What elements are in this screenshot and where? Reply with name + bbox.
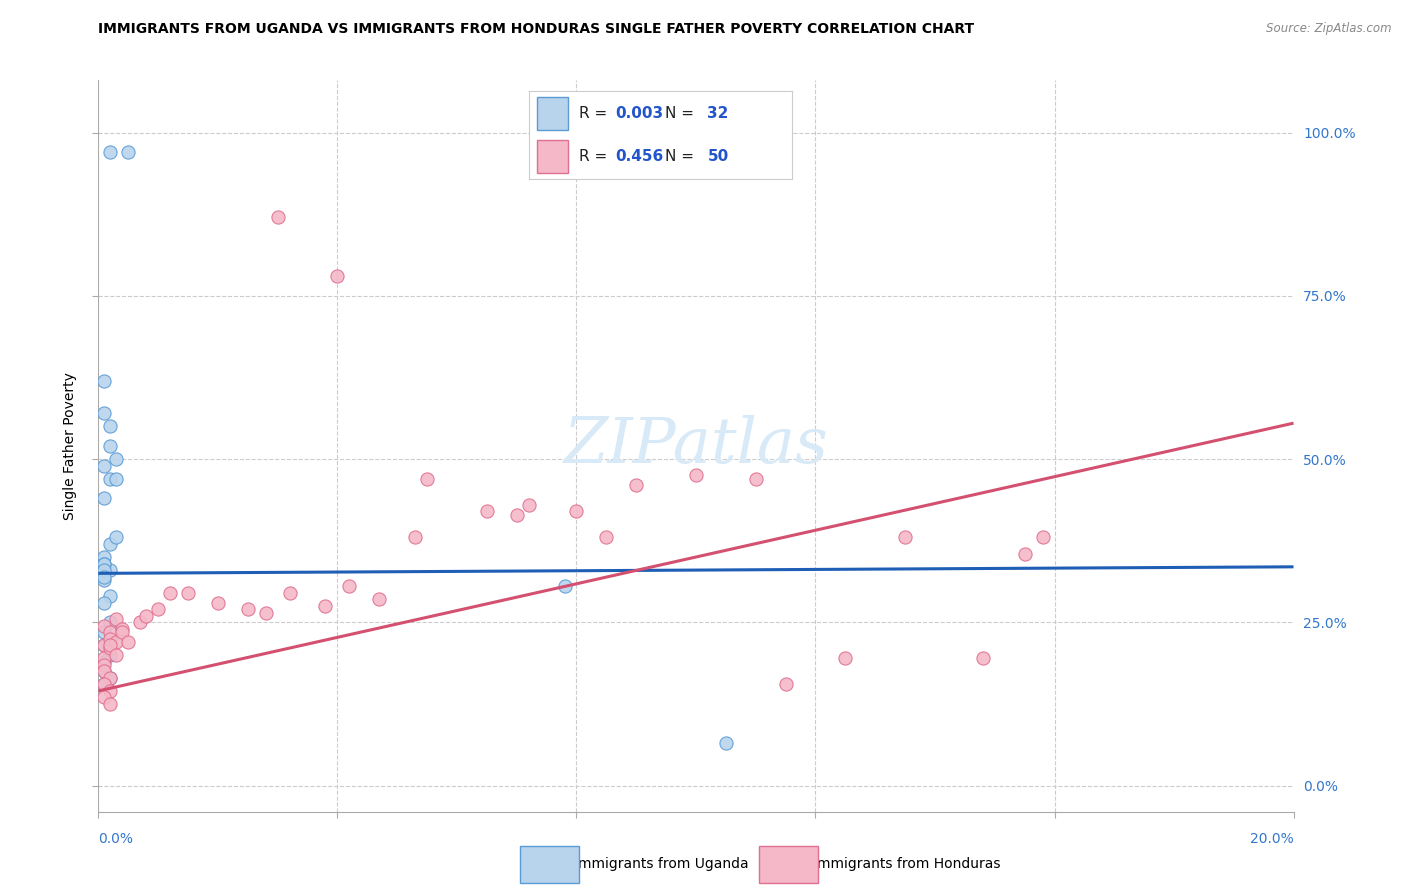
Point: [93, 374, 115, 388]
Point: [129, 615, 152, 630]
Point: [416, 472, 439, 486]
Point: [714, 736, 737, 750]
Point: [745, 472, 768, 486]
Point: [93, 677, 115, 691]
Point: [93, 406, 115, 420]
Point: [100, 632, 122, 646]
Point: [775, 677, 797, 691]
Point: [100, 615, 122, 630]
Point: [93, 569, 115, 583]
Point: [148, 602, 170, 616]
Point: [565, 504, 588, 518]
Point: [135, 608, 157, 623]
Point: [93, 665, 115, 679]
Point: [100, 684, 122, 698]
Point: [326, 269, 349, 284]
Point: [111, 622, 134, 636]
Point: [506, 508, 529, 522]
Point: [685, 468, 707, 483]
Point: [100, 419, 122, 434]
Point: [626, 478, 648, 492]
Point: [93, 657, 115, 672]
Point: [93, 563, 115, 577]
Point: [236, 602, 259, 616]
Point: [254, 606, 277, 620]
Point: [93, 573, 115, 587]
Text: 20.0%: 20.0%: [1250, 832, 1294, 846]
Point: [100, 472, 122, 486]
Point: [100, 671, 122, 685]
Text: Immigrants from Honduras: Immigrants from Honduras: [813, 857, 1000, 871]
Point: [554, 579, 576, 593]
Text: ZIPatlas: ZIPatlas: [564, 415, 828, 477]
Point: [105, 612, 128, 626]
Point: [93, 665, 115, 679]
Point: [339, 579, 360, 593]
Point: [834, 651, 856, 665]
Point: [105, 452, 128, 467]
Point: [93, 557, 115, 571]
Point: [93, 651, 115, 665]
Point: [404, 530, 426, 544]
Text: 0.0%: 0.0%: [98, 832, 134, 846]
Point: [100, 648, 122, 662]
Point: [1014, 547, 1036, 561]
Text: IMMIGRANTS FROM UGANDA VS IMMIGRANTS FROM HONDURAS SINGLE FATHER POVERTY CORRELA: IMMIGRANTS FROM UGANDA VS IMMIGRANTS FRO…: [98, 22, 974, 37]
Point: [177, 586, 200, 600]
Point: [111, 625, 134, 640]
Point: [100, 638, 122, 652]
Point: [100, 697, 122, 711]
Point: [267, 211, 290, 225]
Point: [100, 625, 122, 640]
Point: [93, 638, 115, 652]
Point: [100, 145, 122, 160]
Point: [93, 491, 115, 506]
Point: [100, 537, 122, 551]
Point: [105, 648, 128, 662]
Point: [595, 530, 617, 544]
Point: [105, 530, 128, 544]
Point: [278, 586, 301, 600]
Point: [93, 618, 115, 632]
Point: [117, 635, 139, 649]
Point: [894, 530, 917, 544]
Point: [93, 458, 115, 473]
Point: [105, 472, 128, 486]
Point: [100, 641, 122, 656]
Point: [93, 557, 115, 571]
Point: [517, 498, 540, 512]
Point: [972, 651, 994, 665]
Point: [93, 655, 115, 669]
Point: [105, 635, 128, 649]
Point: [159, 586, 181, 600]
Text: Immigrants from Uganda: Immigrants from Uganda: [574, 857, 748, 871]
Point: [93, 625, 115, 640]
Point: [93, 690, 115, 705]
Point: [93, 638, 115, 652]
Text: Source: ZipAtlas.com: Source: ZipAtlas.com: [1267, 22, 1392, 36]
Point: [100, 671, 122, 685]
Point: [93, 549, 115, 564]
Point: [100, 563, 122, 577]
Point: [100, 439, 122, 453]
Point: [368, 592, 391, 607]
Point: [93, 596, 115, 610]
Point: [207, 596, 229, 610]
Point: [117, 145, 139, 160]
Point: [93, 677, 115, 691]
Point: [100, 589, 122, 603]
Point: [475, 504, 498, 518]
Point: [315, 599, 337, 613]
Point: [1032, 530, 1054, 544]
Y-axis label: Single Father Poverty: Single Father Poverty: [63, 372, 77, 520]
